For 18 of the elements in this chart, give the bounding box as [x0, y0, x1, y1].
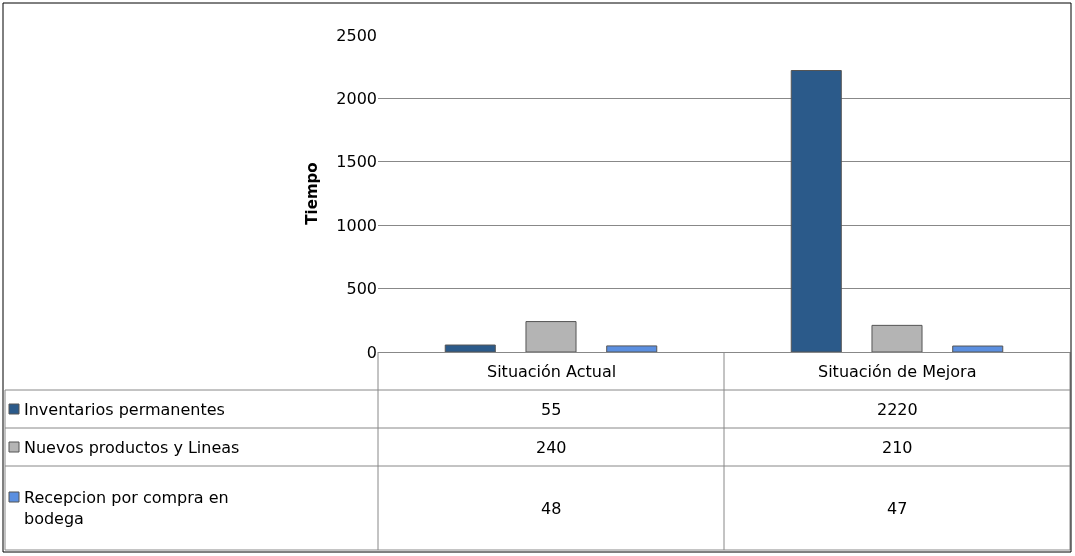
legend-label: Inventarios permanentes — [24, 400, 225, 419]
y-tick-label: 2000 — [336, 89, 377, 108]
data-label: 2220 — [877, 400, 918, 419]
data-label: 240 — [536, 438, 567, 457]
x-tick-label: Situación Actual — [487, 362, 617, 381]
y-tick-label: 1500 — [336, 152, 377, 172]
legend-label: Nuevos productos y Lineas — [24, 438, 240, 457]
data-label: 210 — [882, 438, 913, 457]
data-label: 55 — [541, 400, 562, 419]
x-tick-label: Situación de Mejora — [818, 362, 977, 381]
y-tick-label: 0 — [366, 342, 377, 362]
data-label: 47 — [887, 499, 908, 518]
legend-label: Recepcion por compra en bodega — [24, 488, 229, 528]
y-tick-label: 1000 — [336, 215, 377, 235]
y-tick-label: 500 — [346, 279, 377, 299]
data-label: 48 — [541, 499, 562, 518]
y-tick-label: 2500 — [336, 25, 377, 45]
y-axis-title: Tiempo — [302, 162, 321, 225]
